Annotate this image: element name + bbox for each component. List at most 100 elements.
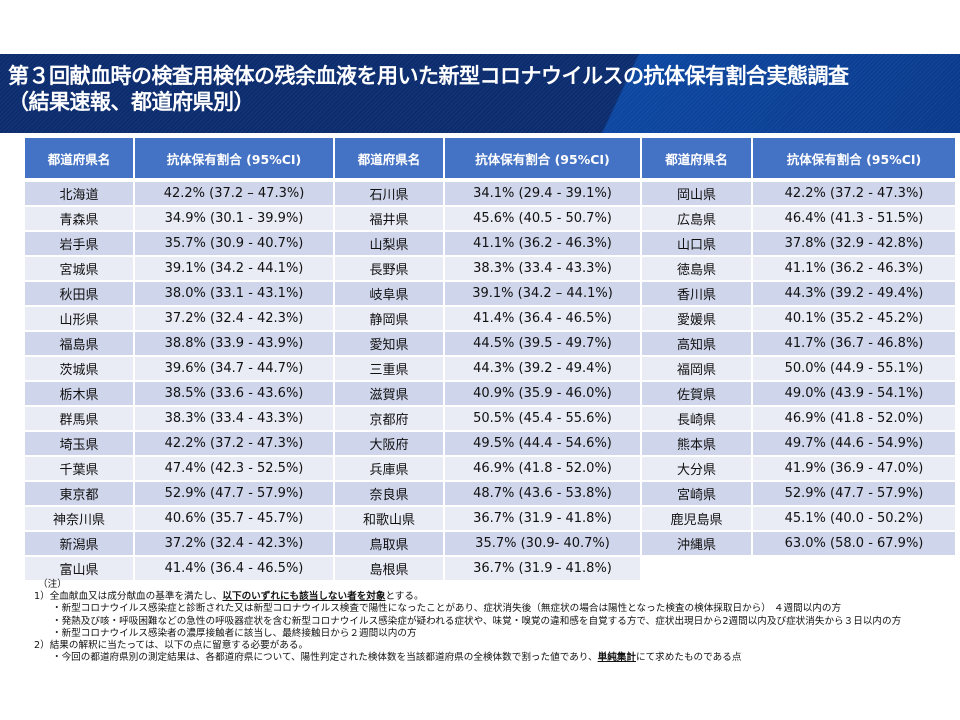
antibody-rate-cell [751, 555, 957, 582]
antibody-rate-cell: 35.7% (30.9 - 40.7%) [133, 230, 335, 257]
table-row: 茨城県 39.6% (34.7 - 44.7%) 三重県 44.3% (39.2 - … [23, 355, 957, 382]
prefecture-cell: 鹿児島県 [640, 505, 753, 532]
antibody-rate-cell: 41.9% (36.9 - 47.0%) [751, 455, 957, 482]
prefecture-cell: 福岡県 [640, 355, 753, 382]
footnotes: （注） 1）全血献血又は成分献血の基準を満たし、以下のいずれにも該当しない者を対… [34, 579, 901, 664]
antibody-rate-cell: 38.3% (33.4 - 43.3%) [443, 255, 642, 282]
table-row: 宮城県 39.1% (34.2 - 44.1%) 長野県 38.3% (33.4 - … [23, 255, 957, 282]
antibody-rate-cell: 37.2% (32.4 - 42.3%) [133, 530, 335, 557]
prefecture-cell: 山形県 [23, 305, 135, 332]
prefecture-cell: 長崎県 [640, 405, 753, 432]
prefecture-cell: 熊本県 [640, 430, 753, 457]
antibody-rate-cell: 42.2% (37.2 – 47.3%) [133, 179, 335, 207]
antibody-rate-cell: 63.0% (58.0 - 67.9%) [751, 530, 957, 557]
antibody-rate-cell: 40.9% (35.9 - 46.0%) [443, 380, 642, 407]
column-header-rate: 抗体保有割合 (95%CI) [751, 136, 957, 182]
table-row: 秋田県 38.0% (33.1 - 43.1%) 岐阜県 39.1% (34.2 – … [23, 280, 957, 307]
antibody-rate-cell: 41.4% (36.4 - 46.5%) [133, 555, 335, 582]
antibody-rate-cell: 50.5% (45.4 - 55.6%) [443, 405, 642, 432]
table-header-row: 都道府県名 抗体保有割合 (95%CI) 都道府県名 抗体保有割合 (95%CI… [23, 136, 957, 182]
table-row: 神奈川県 40.6% (35.7 - 45.7%) 和歌山県 36.7% (31.9 … [23, 505, 957, 532]
column-header-rate: 抗体保有割合 (95%CI) [443, 136, 642, 182]
antibody-rate-cell: 38.5% (33.6 - 43.6%) [133, 380, 335, 407]
column-header-prefecture: 都道府県名 [333, 136, 445, 182]
table-row: 北海道 42.2% (37.2 – 47.3%) 石川県 34.1% (29.4 - … [23, 179, 957, 207]
note-1-item: ・発熱及び咳・呼吸困難などの急性の呼吸器症状を含む新型コロナウイルス感染症が疑わ… [52, 615, 902, 627]
antibody-rate-cell: 47.4% (42.3 - 52.5%) [133, 455, 335, 482]
antibody-rate-cell: 46.4% (41.3 - 51.5%) [751, 205, 957, 232]
prefecture-cell: 山口県 [640, 230, 753, 257]
antibody-rate-cell: 52.9% (47.7 - 57.9%) [133, 480, 335, 507]
prefecture-cell: 静岡県 [333, 305, 445, 332]
table-row: 福島県 38.8% (33.9 - 43.9%) 愛知県 44.5% (39.5 - … [23, 330, 957, 357]
prefecture-cell: 千葉県 [23, 455, 135, 482]
prefecture-cell: 石川県 [333, 179, 445, 207]
antibody-rate-cell: 38.3% (33.4 - 43.3%) [133, 405, 335, 432]
antibody-rate-cell: 41.1% (36.2 - 46.3%) [443, 230, 642, 257]
prefecture-cell: 高知県 [640, 330, 753, 357]
table-row: 山形県 37.2% (32.4 - 42.3%) 静岡県 41.4% (36.4 - … [23, 305, 957, 332]
antibody-rate-cell: 34.1% (29.4 - 39.1%) [443, 179, 642, 207]
antibody-rate-cell: 38.0% (33.1 - 43.1%) [133, 280, 335, 307]
note-2: 2）結果の解釈に当たっては、以下の点に留意する必要がある。 [34, 640, 309, 652]
antibody-rate-cell: 46.9% (41.8 - 52.0%) [443, 455, 642, 482]
page-title-line1: 第３回献血時の検査用検体の残余血液を用いた新型コロナウイルスの抗体保有割合実態調… [8, 64, 849, 88]
antibody-rate-cell: 40.1% (35.2 - 45.2%) [751, 305, 957, 332]
prefecture-cell: 広島県 [640, 205, 753, 232]
prefecture-cell: 沖縄県 [640, 530, 753, 557]
antibody-rate-cell: 40.6% (35.7 - 45.7%) [133, 505, 335, 532]
prefecture-cell: 徳島県 [640, 255, 753, 282]
antibody-rate-cell: 42.2% (37.2 - 47.3%) [751, 179, 957, 207]
prefecture-cell: 福島県 [23, 330, 135, 357]
antibody-rate-cell: 38.8% (33.9 - 43.9%) [133, 330, 335, 357]
table-row: 埼玉県 42.2% (37.2 - 47.3%) 大阪府 49.5% (44.4 - … [23, 430, 957, 457]
prefecture-cell: 兵庫県 [333, 455, 445, 482]
prefecture-cell: 愛知県 [333, 330, 445, 357]
prefecture-cell: 山梨県 [333, 230, 445, 257]
table-row: 東京都 52.9% (47.7 - 57.9%) 奈良県 48.7% (43.6 - … [23, 480, 957, 507]
prefecture-cell: 佐賀県 [640, 380, 753, 407]
antibody-rate-cell: 44.3% (39.2 - 49.4%) [751, 280, 957, 307]
prefecture-cell: 鳥取県 [333, 530, 445, 557]
antibody-rate-cell: 45.1% (40.0 - 50.2%) [751, 505, 957, 532]
antibody-rate-cell: 50.0% (44.9 - 55.1%) [751, 355, 957, 382]
table-row: 栃木県 38.5% (33.6 - 43.6%) 滋賀県 40.9% (35.9 - … [23, 380, 957, 407]
note-2-emphasis: 単純集計 [597, 652, 636, 664]
antibody-rate-cell: 44.3% (39.2 - 49.4%) [443, 355, 642, 382]
prefecture-cell: 群馬県 [23, 405, 135, 432]
prefecture-cell: 奈良県 [333, 480, 445, 507]
title-banner: 第３回献血時の検査用検体の残余血液を用いた新型コロナウイルスの抗体保有割合実態調… [0, 54, 960, 133]
prefecture-cell: 長野県 [333, 255, 445, 282]
note-1-emphasis: 以下のいずれにも該当しない者を対象 [222, 591, 386, 603]
table-row: 青森県 34.9% (30.1 - 39.9%) 福井県 45.6% (40.5 - … [23, 205, 957, 232]
antibody-rate-cell: 42.2% (37.2 - 47.3%) [133, 430, 335, 457]
antibody-rate-cell: 45.6% (40.5 - 50.7%) [443, 205, 642, 232]
note-2-item: ・今回の都道府県別の測定結果は、各都道府県について、陽性判定された検体数を当該都… [34, 652, 901, 664]
antibody-rate-cell: 49.5% (44.4 - 54.6%) [443, 430, 642, 457]
prefecture-cell: 新潟県 [23, 530, 135, 557]
note-1-suffix: とする。 [385, 591, 424, 603]
prefecture-cell: 大阪府 [333, 430, 445, 457]
table-row: 富山県 41.4% (36.4 - 46.5%) 島根県 36.7% (31.9 - … [23, 555, 957, 582]
antibody-rate-cell: 34.9% (30.1 - 39.9%) [133, 205, 335, 232]
antibody-rate-table: 都道府県名 抗体保有割合 (95%CI) 都道府県名 抗体保有割合 (95%CI… [23, 136, 957, 582]
prefecture-cell: 青森県 [23, 205, 135, 232]
prefecture-cell: 滋賀県 [333, 380, 445, 407]
antibody-rate-cell: 37.2% (32.4 - 42.3%) [133, 305, 335, 332]
note-1-item: ・新型コロナウイルス感染症と診断された又は新型コロナウイルス検査で陽性になったこ… [52, 603, 842, 615]
antibody-rate-cell: 39.6% (34.7 - 44.7%) [133, 355, 335, 382]
note-1-text: 1）全血献血又は成分献血の基準を満たし、 [34, 591, 223, 603]
antibody-rate-cell: 39.1% (34.2 – 44.1%) [443, 280, 642, 307]
antibody-rate-cell: 48.7% (43.6 - 53.8%) [443, 480, 642, 507]
prefecture-cell: 岡山県 [640, 179, 753, 207]
prefecture-cell: 島根県 [333, 555, 445, 582]
prefecture-cell: 三重県 [333, 355, 445, 382]
prefecture-cell: 東京都 [23, 480, 135, 507]
note-2-item-suffix: にて求めたものである点 [635, 652, 742, 664]
prefecture-cell: 和歌山県 [333, 505, 445, 532]
prefecture-cell: 富山県 [23, 555, 135, 582]
antibody-rate-cell: 46.9% (41.8 - 52.0%) [751, 405, 957, 432]
table-row: 岩手県 35.7% (30.9 - 40.7%) 山梨県 41.1% (36.2 - … [23, 230, 957, 257]
prefecture-cell: 神奈川県 [23, 505, 135, 532]
page-title-line2: （結果速報、都道府県別） [8, 90, 254, 114]
